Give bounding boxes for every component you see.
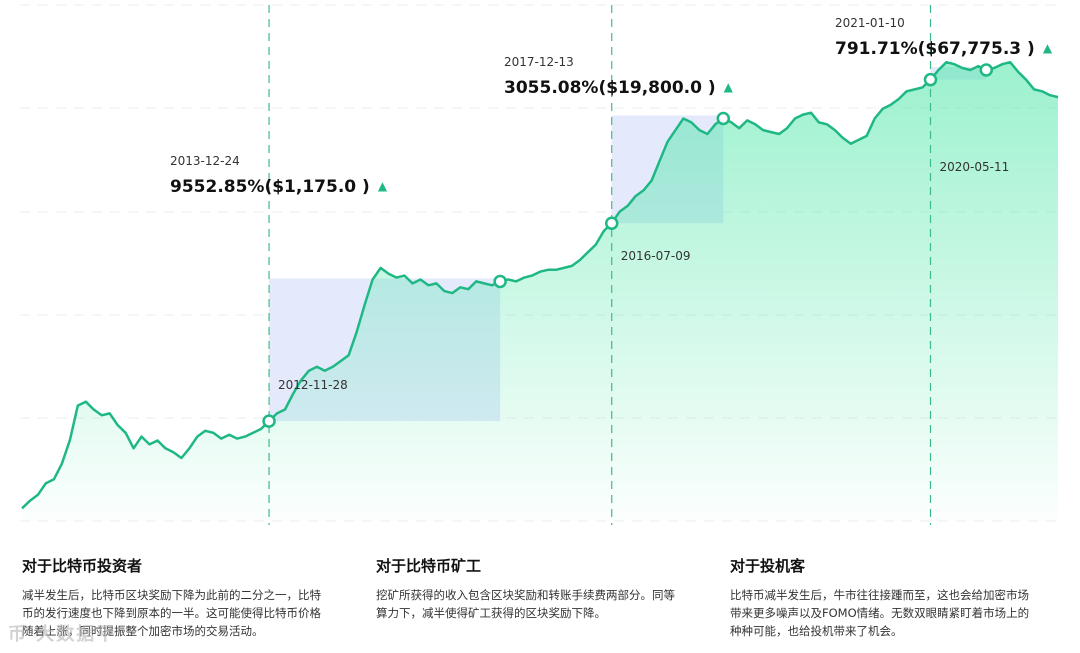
section-line: 随着上涨，同时提振整个加密市场的交易活动。 — [22, 624, 264, 638]
annotation-labels: 2012-11-28 2013-12-24 9552.85%($1,175.0 ) ▲… — [170, 16, 1053, 392]
peak-value-label: 791.71%($67,775.3 ) — [835, 39, 1035, 59]
annotation-markers — [262, 63, 994, 428]
up-arrow-icon: ▲ — [378, 179, 388, 193]
peak-date-label: 2017-12-13 — [504, 55, 574, 69]
section-title: 对于比特币矿工 — [376, 557, 482, 575]
series-line — [21, 60, 1059, 510]
up-arrow-icon: ▲ — [1043, 41, 1053, 55]
peak-date-label: 2021-01-10 — [835, 16, 905, 30]
section-line: 减半发生后，比特币区块奖励下降为此前的二分之一，比特 — [22, 588, 321, 602]
section-line: 算力下，减半使得矿工获得的区块奖励下降。 — [376, 606, 606, 620]
peak-marker — [716, 111, 731, 126]
up-arrow-icon: ▲ — [724, 80, 734, 94]
section-body: 减半发生后，比特币区块奖励下降为此前的二分之一，比特 币的发行速度也下降到原本的… — [22, 586, 362, 640]
section-line: 种种可能，也给投机带来了机会。 — [730, 624, 903, 638]
watermark: 币 大数据平 — [8, 624, 117, 645]
section-miners: 对于比特币矿工 挖矿所获得的收入包含区块奖励和转账手续费两部分。同等 算力下，减… — [376, 555, 716, 622]
start-marker — [262, 414, 276, 428]
price-chart: 2012-11-28 2013-12-24 9552.85%($1,175.0 ) ▲… — [20, 4, 1062, 525]
start-date-label: 2020-05-11 — [939, 160, 1009, 174]
section-line: 挖矿所获得的收入包含区块奖励和转账手续费两部分。同等 — [376, 588, 675, 602]
section-line: 币的发行速度也下降到原本的一半。这可能使得比特币价格 — [22, 606, 321, 620]
peak-value-label: 9552.85%($1,175.0 ) — [170, 177, 370, 197]
start-marker — [604, 216, 619, 230]
start-date-label: 2016-07-09 — [621, 249, 691, 263]
section-body: 比特币减半发生后，牛市往往接踵而至，这也会给加密市场 带来更多噪声以及FOMO情… — [730, 586, 1070, 640]
start-date-label: 2012-11-28 — [278, 378, 348, 392]
section-title: 对于投机客 — [730, 557, 806, 575]
section-investors: 对于比特币投资者 减半发生后，比特币区块奖励下降为此前的二分之一，比特 币的发行… — [22, 555, 362, 640]
info-sections: 对于比特币投资者 减半发生后，比特币区块奖励下降为此前的二分之一，比特 币的发行… — [0, 555, 1080, 653]
peak-marker — [493, 274, 507, 289]
section-line: 带来更多噪声以及FOMO情绪。无数双眼睛紧盯着市场上的 — [730, 606, 1030, 620]
section-title: 对于比特币投资者 — [22, 557, 143, 575]
peak-marker — [979, 63, 994, 77]
section-line: 比特币减半发生后，牛市往往接踵而至，这也会给加密市场 — [730, 588, 1029, 602]
peak-date-label: 2013-12-24 — [170, 154, 240, 168]
series-area — [22, 62, 1058, 521]
start-marker — [923, 72, 938, 87]
halving-vertical-lines — [268, 5, 932, 525]
section-speculators: 对于投机客 比特币减半发生后，牛市往往接踵而至，这也会给加密市场 带来更多噪声以… — [730, 555, 1070, 640]
peak-value-label: 3055.08%($19,800.0 ) — [504, 78, 716, 98]
section-body: 挖矿所获得的收入包含区块奖励和转账手续费两部分。同等 算力下，减半使得矿工获得的… — [376, 586, 716, 622]
